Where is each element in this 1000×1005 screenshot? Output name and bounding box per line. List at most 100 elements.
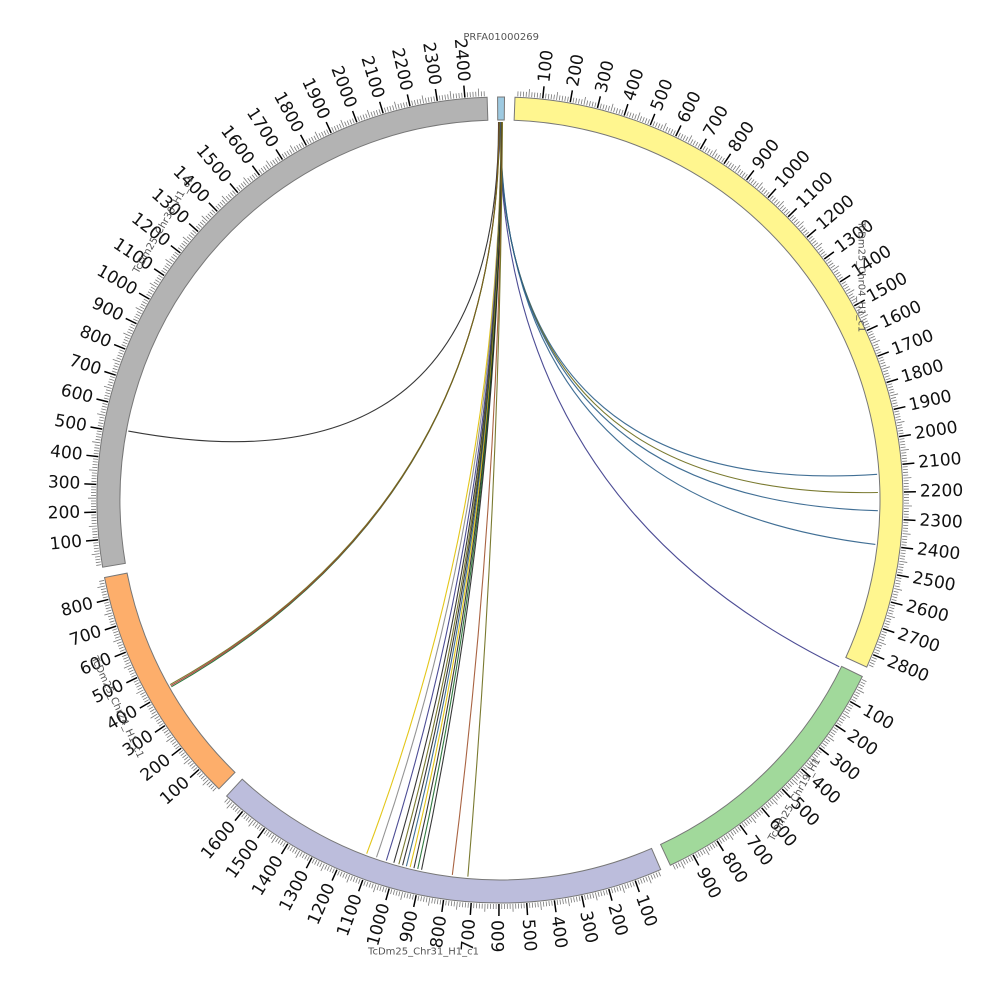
minor-tick — [94, 548, 99, 549]
minor-tick — [306, 140, 308, 144]
minor-tick — [226, 196, 229, 200]
major-tick — [901, 547, 913, 548]
tick-label: 100 — [859, 701, 897, 735]
major-tick — [768, 189, 776, 198]
minor-tick — [330, 867, 332, 872]
minor-tick — [442, 95, 443, 100]
minor-tick — [270, 162, 273, 166]
minor-tick — [630, 883, 632, 888]
minor-tick — [99, 580, 104, 581]
tick-label: 300 — [575, 909, 601, 945]
minor-tick — [764, 806, 767, 810]
minor-tick — [770, 196, 773, 200]
tick-label: 800 — [59, 594, 95, 621]
minor-tick — [162, 728, 166, 731]
minor-tick — [731, 832, 734, 836]
minor-tick — [248, 178, 251, 182]
tick-label: 400 — [547, 915, 571, 950]
minor-tick — [552, 901, 553, 906]
minor-tick — [94, 551, 99, 552]
minor-tick — [183, 241, 187, 244]
major-tick — [230, 184, 238, 193]
minor-tick — [98, 425, 103, 426]
minor-tick — [126, 662, 131, 664]
minor-tick — [391, 889, 392, 894]
minor-tick — [89, 526, 97, 527]
minor-tick — [107, 610, 112, 611]
minor-tick — [853, 697, 857, 699]
minor-tick — [156, 719, 160, 722]
minor-tick — [881, 634, 886, 636]
minor-tick — [735, 828, 738, 832]
minor-tick — [158, 721, 162, 724]
minor-tick — [207, 782, 211, 785]
minor-tick — [869, 665, 874, 667]
major-tick — [899, 435, 911, 437]
minor-tick — [131, 324, 136, 326]
minor-tick — [345, 874, 347, 879]
minor-tick — [337, 125, 339, 130]
major-tick — [407, 94, 410, 106]
minor-tick — [97, 586, 105, 588]
minor-tick — [885, 623, 890, 625]
link-15 — [406, 122, 501, 866]
minor-tick — [898, 430, 903, 431]
minor-tick — [347, 875, 350, 882]
minor-tick — [897, 421, 905, 423]
tick-label: 2400 — [916, 539, 961, 564]
tick-label: 200 — [843, 726, 881, 761]
minor-tick — [611, 104, 613, 112]
minor-tick — [282, 154, 285, 158]
minor-tick — [902, 545, 907, 546]
minor-tick — [726, 161, 729, 165]
minor-tick — [99, 417, 104, 418]
minor-tick — [846, 709, 850, 712]
minor-tick — [894, 589, 902, 591]
minor-tick — [869, 334, 874, 336]
minor-tick — [903, 534, 911, 535]
minor-tick — [780, 791, 783, 795]
tick-label: 2700 — [895, 624, 942, 657]
minor-tick — [886, 618, 891, 619]
minor-tick — [891, 397, 896, 398]
minor-tick — [164, 730, 168, 733]
minor-tick — [834, 270, 838, 273]
minor-tick — [324, 131, 326, 136]
minor-tick — [568, 97, 569, 102]
minor-tick — [614, 107, 615, 112]
minor-tick — [198, 224, 202, 227]
minor-tick — [106, 607, 111, 608]
segment-5 — [97, 97, 488, 567]
tick-label: 100 — [156, 773, 194, 810]
minor-tick — [890, 392, 895, 393]
tick-label: 900 — [748, 135, 784, 173]
minor-tick — [902, 455, 907, 456]
minor-tick — [118, 644, 123, 646]
minor-tick — [854, 694, 858, 696]
minor-tick — [406, 102, 407, 107]
minor-tick — [213, 788, 217, 792]
tick-label: 100 — [631, 892, 661, 929]
minor-tick — [124, 665, 131, 668]
minor-tick — [264, 830, 267, 834]
minor-tick — [708, 149, 711, 153]
minor-tick — [227, 801, 230, 805]
minor-tick — [183, 755, 187, 758]
minor-tick — [717, 155, 720, 159]
minor-tick — [606, 105, 607, 110]
minor-tick — [814, 243, 818, 246]
minor-tick — [842, 716, 846, 719]
minor-tick — [147, 705, 151, 708]
minor-tick — [742, 173, 745, 177]
minor-tick — [312, 859, 314, 863]
minor-tick — [901, 453, 906, 454]
minor-tick — [187, 237, 191, 240]
minor-tick — [576, 98, 577, 103]
minor-tick — [719, 157, 722, 161]
minor-tick — [656, 873, 658, 878]
minor-tick — [244, 815, 247, 819]
minor-tick — [283, 842, 286, 846]
minor-tick — [549, 901, 550, 906]
minor-tick — [127, 332, 132, 334]
minor-tick — [287, 151, 290, 155]
